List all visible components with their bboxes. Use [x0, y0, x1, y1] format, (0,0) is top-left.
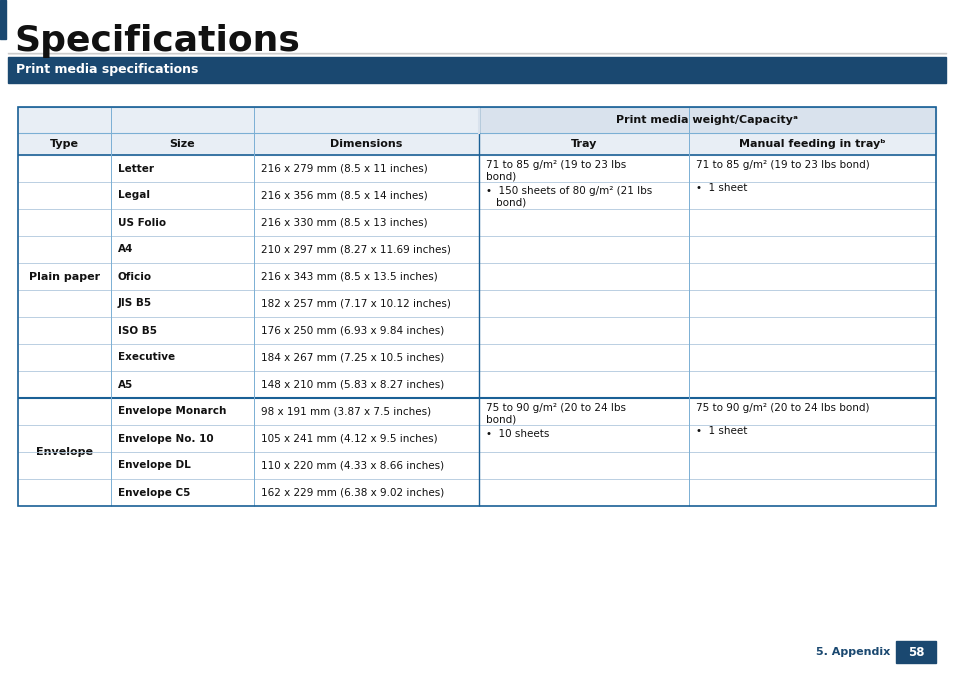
Text: Dimensions: Dimensions — [330, 139, 402, 149]
Text: 162 x 229 mm (6.38 x 9.02 inches): 162 x 229 mm (6.38 x 9.02 inches) — [261, 487, 444, 497]
Text: Envelope C5: Envelope C5 — [118, 487, 191, 497]
Text: 71 to 85 g/m² (19 to 23 lbs bond): 71 to 85 g/m² (19 to 23 lbs bond) — [696, 160, 869, 170]
Text: •  1 sheet: • 1 sheet — [696, 183, 746, 193]
Text: 210 x 297 mm (8.27 x 11.69 inches): 210 x 297 mm (8.27 x 11.69 inches) — [261, 244, 451, 254]
Text: Legal: Legal — [118, 190, 150, 200]
Text: 148 x 210 mm (5.83 x 8.27 inches): 148 x 210 mm (5.83 x 8.27 inches) — [261, 379, 444, 389]
Text: 216 x 330 mm (8.5 x 13 inches): 216 x 330 mm (8.5 x 13 inches) — [261, 217, 427, 227]
Bar — [895, 641, 935, 663]
Text: 216 x 279 mm (8.5 x 11 inches): 216 x 279 mm (8.5 x 11 inches) — [261, 163, 427, 173]
Text: Print media weight/Capacityᵃ: Print media weight/Capacityᵃ — [616, 115, 798, 125]
Text: 98 x 191 mm (3.87 x 7.5 inches): 98 x 191 mm (3.87 x 7.5 inches) — [261, 406, 431, 416]
Bar — [18, 107, 935, 133]
Text: 110 x 220 mm (4.33 x 8.66 inches): 110 x 220 mm (4.33 x 8.66 inches) — [261, 460, 444, 470]
Text: 71 to 85 g/m² (19 to 23 lbs: 71 to 85 g/m² (19 to 23 lbs — [485, 160, 625, 170]
Text: Oficio: Oficio — [118, 271, 152, 281]
Text: •  150 sheets of 80 g/m² (21 lbs: • 150 sheets of 80 g/m² (21 lbs — [485, 186, 652, 196]
Text: US Folio: US Folio — [118, 217, 166, 227]
Text: 216 x 356 mm (8.5 x 14 inches): 216 x 356 mm (8.5 x 14 inches) — [261, 190, 427, 200]
Text: JIS B5: JIS B5 — [118, 298, 152, 308]
Text: 105 x 241 mm (4.12 x 9.5 inches): 105 x 241 mm (4.12 x 9.5 inches) — [261, 433, 437, 443]
Text: 58: 58 — [907, 645, 923, 659]
Text: Plain paper: Plain paper — [29, 271, 100, 281]
Text: Envelope DL: Envelope DL — [118, 460, 191, 470]
Bar — [0, 0, 6, 39]
Text: bond): bond) — [496, 198, 526, 207]
Text: Print media specifications: Print media specifications — [16, 63, 198, 76]
Bar — [18, 107, 935, 506]
Text: 75 to 90 g/m² (20 to 24 lbs: 75 to 90 g/m² (20 to 24 lbs — [485, 403, 625, 413]
Text: bond): bond) — [485, 171, 516, 182]
Text: Size: Size — [170, 139, 195, 149]
Text: A5: A5 — [118, 379, 133, 389]
Text: 176 x 250 mm (6.93 x 9.84 inches): 176 x 250 mm (6.93 x 9.84 inches) — [261, 325, 444, 335]
Text: Manual feeding in trayᵇ: Manual feeding in trayᵇ — [739, 139, 885, 149]
Text: •  1 sheet: • 1 sheet — [696, 426, 746, 436]
Text: Type: Type — [50, 139, 79, 149]
Bar — [18, 107, 935, 506]
Bar — [18, 107, 478, 133]
Text: 182 x 257 mm (7.17 x 10.12 inches): 182 x 257 mm (7.17 x 10.12 inches) — [261, 298, 451, 308]
Bar — [8, 57, 945, 83]
Text: Tray: Tray — [570, 139, 597, 149]
Text: •  10 sheets: • 10 sheets — [485, 429, 549, 439]
Text: 216 x 343 mm (8.5 x 13.5 inches): 216 x 343 mm (8.5 x 13.5 inches) — [261, 271, 437, 281]
Text: bond): bond) — [485, 414, 516, 425]
Text: 5. Appendix: 5. Appendix — [815, 647, 889, 657]
Text: 184 x 267 mm (7.25 x 10.5 inches): 184 x 267 mm (7.25 x 10.5 inches) — [261, 352, 444, 362]
Bar — [18, 133, 935, 155]
Text: Executive: Executive — [118, 352, 175, 362]
Text: Envelope: Envelope — [36, 447, 92, 457]
Text: Specifications: Specifications — [14, 24, 299, 58]
Text: Letter: Letter — [118, 163, 153, 173]
Text: Envelope Monarch: Envelope Monarch — [118, 406, 226, 416]
Text: 75 to 90 g/m² (20 to 24 lbs bond): 75 to 90 g/m² (20 to 24 lbs bond) — [696, 403, 868, 413]
Text: ISO B5: ISO B5 — [118, 325, 157, 335]
Text: A4: A4 — [118, 244, 133, 254]
Text: Envelope No. 10: Envelope No. 10 — [118, 433, 213, 443]
